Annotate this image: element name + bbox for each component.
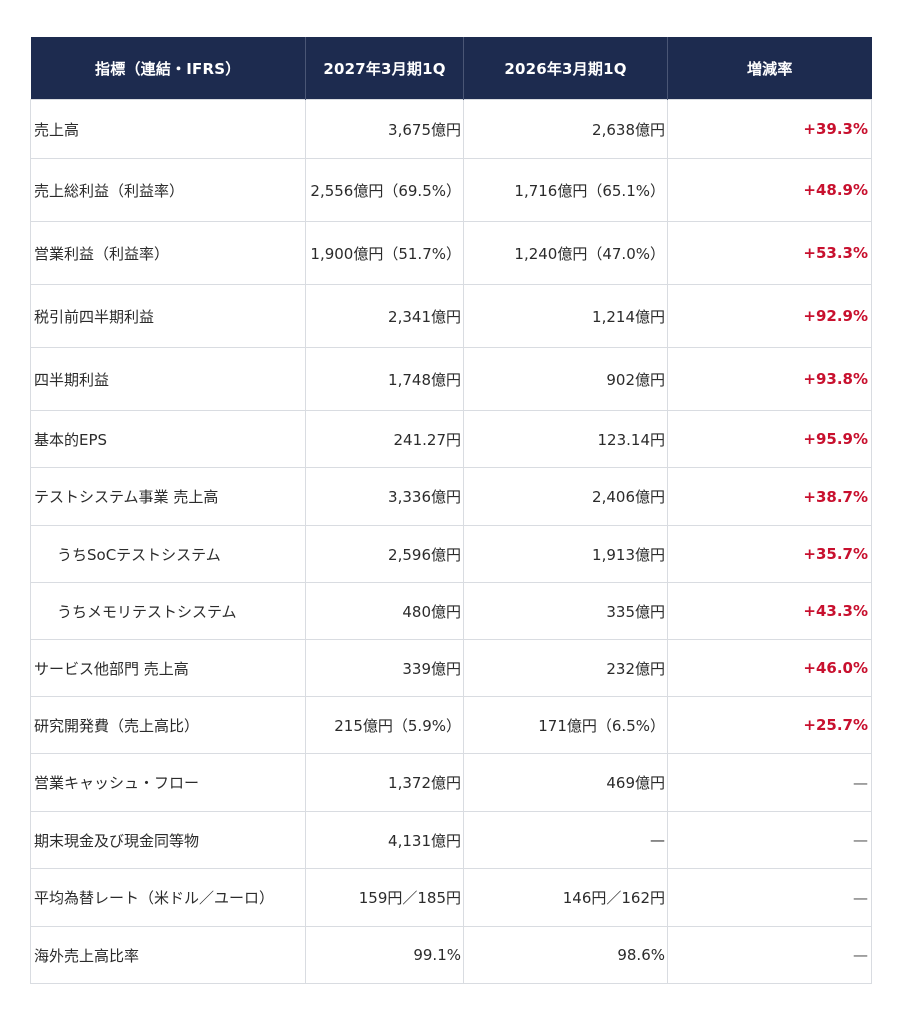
header-row: 指標（連結・IFRS） 2027年3月期1Q 2026年3月期1Q 増減率 (30, 37, 872, 100)
table-body: 売上高 3,675億円 2,638億円 +39.3% 売上総利益（利益率） 2,556億円… (30, 99, 872, 984)
row-change-rate: +92.9% (667, 284, 872, 348)
row-change-rate: — (667, 868, 872, 927)
row-label: 基本的EPS (30, 410, 306, 468)
row-change-rate: +93.8% (667, 347, 872, 411)
row-current-value: 1,900億円（51.7%） (305, 221, 464, 285)
row-change-rate: +46.0% (667, 639, 872, 697)
row-label: 営業利益（利益率） (30, 221, 306, 285)
row-current-value: 2,556億円（69.5%） (305, 158, 464, 222)
row-change-rate: +35.7% (667, 525, 872, 583)
row-prior-value: 123.14円 (463, 410, 668, 468)
row-current-value: 2,341億円 (305, 284, 464, 348)
table-row: 海外売上高比率 99.1% 98.6% — (30, 926, 872, 984)
row-label: 税引前四半期利益 (30, 284, 306, 348)
row-prior-value: 902億円 (463, 347, 668, 411)
row-current-value: 1,748億円 (305, 347, 464, 411)
row-prior-value: 1,913億円 (463, 525, 668, 583)
row-prior-value: 232億円 (463, 639, 668, 697)
header-prior-period: 2026年3月期1Q (463, 37, 668, 100)
table-row: サービス他部門 売上高 339億円 232億円 +46.0% (30, 639, 872, 697)
row-current-value: 339億円 (305, 639, 464, 697)
row-current-value: 3,675億円 (305, 99, 464, 159)
header-current-period: 2027年3月期1Q (305, 37, 464, 100)
table-row: 営業キャッシュ・フロー 1,372億円 469億円 — (30, 753, 872, 812)
row-prior-value: 146円／162円 (463, 868, 668, 927)
row-current-value: 3,336億円 (305, 467, 464, 526)
row-change-rate: +43.3% (667, 582, 872, 640)
table-row: テストシステム事業 売上高 3,336億円 2,406億円 +38.7% (30, 467, 872, 526)
row-change-rate: +25.7% (667, 696, 872, 754)
row-prior-value: 2,638億円 (463, 99, 668, 159)
table-row: 売上高 3,675億円 2,638億円 +39.3% (30, 99, 872, 159)
row-label: サービス他部門 売上高 (30, 639, 306, 697)
row-prior-value: 1,716億円（65.1%） (463, 158, 668, 222)
row-label: うちSoCテストシステム (30, 525, 306, 583)
row-current-value: 4,131億円 (305, 811, 464, 869)
table-header: 指標（連結・IFRS） 2027年3月期1Q 2026年3月期1Q 増減率 (30, 37, 872, 100)
row-label: 四半期利益 (30, 347, 306, 411)
row-prior-value: 1,240億円（47.0%） (463, 221, 668, 285)
row-prior-value: 171億円（6.5%） (463, 696, 668, 754)
row-change-rate: +39.3% (667, 99, 872, 159)
row-change-rate: +95.9% (667, 410, 872, 468)
row-current-value: 480億円 (305, 582, 464, 640)
table-row: 四半期利益 1,748億円 902億円 +93.8% (30, 347, 872, 411)
row-label: 平均為替レート（米ドル／ユーロ） (30, 868, 306, 927)
row-label: 期末現金及び現金同等物 (30, 811, 306, 869)
row-change-rate: +38.7% (667, 467, 872, 526)
row-label: 売上総利益（利益率） (30, 158, 306, 222)
table-row: うちSoCテストシステム 2,596億円 1,913億円 +35.7% (30, 525, 872, 583)
row-change-rate: — (667, 811, 872, 869)
row-label: うちメモリテストシステム (30, 582, 306, 640)
row-current-value: 2,596億円 (305, 525, 464, 583)
financial-results-table-wrapper: 指標（連結・IFRS） 2027年3月期1Q 2026年3月期1Q 増減率 売上… (30, 37, 872, 984)
row-prior-value: 335億円 (463, 582, 668, 640)
financial-results-table: 指標（連結・IFRS） 2027年3月期1Q 2026年3月期1Q 増減率 売上… (30, 37, 872, 984)
row-change-rate: +48.9% (667, 158, 872, 222)
table-row: うちメモリテストシステム 480億円 335億円 +43.3% (30, 582, 872, 640)
header-metric: 指標（連結・IFRS） (30, 37, 306, 100)
table-row: 研究開発費（売上高比） 215億円（5.9%） 171億円（6.5%） +25.7% (30, 696, 872, 754)
table-row: 平均為替レート（米ドル／ユーロ） 159円／185円 146円／162円 — (30, 868, 872, 927)
row-prior-value: 98.6% (463, 926, 668, 984)
row-current-value: 215億円（5.9%） (305, 696, 464, 754)
row-change-rate: — (667, 753, 872, 812)
header-change-rate: 増減率 (667, 37, 872, 100)
table-row: 税引前四半期利益 2,341億円 1,214億円 +92.9% (30, 284, 872, 348)
row-label: テストシステム事業 売上高 (30, 467, 306, 526)
row-current-value: 241.27円 (305, 410, 464, 468)
row-label: 海外売上高比率 (30, 926, 306, 984)
row-prior-value: 1,214億円 (463, 284, 668, 348)
row-label: 研究開発費（売上高比） (30, 696, 306, 754)
table-row: 営業利益（利益率） 1,900億円（51.7%） 1,240億円（47.0%） +53… (30, 221, 872, 285)
table-row: 売上総利益（利益率） 2,556億円（69.5%） 1,716億円（65.1%） +4… (30, 158, 872, 222)
row-current-value: 159円／185円 (305, 868, 464, 927)
row-prior-value: 2,406億円 (463, 467, 668, 526)
row-change-rate: — (667, 926, 872, 984)
row-label: 売上高 (30, 99, 306, 159)
row-current-value: 1,372億円 (305, 753, 464, 812)
row-prior-value: — (463, 811, 668, 869)
row-prior-value: 469億円 (463, 753, 668, 812)
table-row: 基本的EPS 241.27円 123.14円 +95.9% (30, 410, 872, 468)
row-change-rate: +53.3% (667, 221, 872, 285)
table-row: 期末現金及び現金同等物 4,131億円 — — (30, 811, 872, 869)
row-current-value: 99.1% (305, 926, 464, 984)
row-label: 営業キャッシュ・フロー (30, 753, 306, 812)
